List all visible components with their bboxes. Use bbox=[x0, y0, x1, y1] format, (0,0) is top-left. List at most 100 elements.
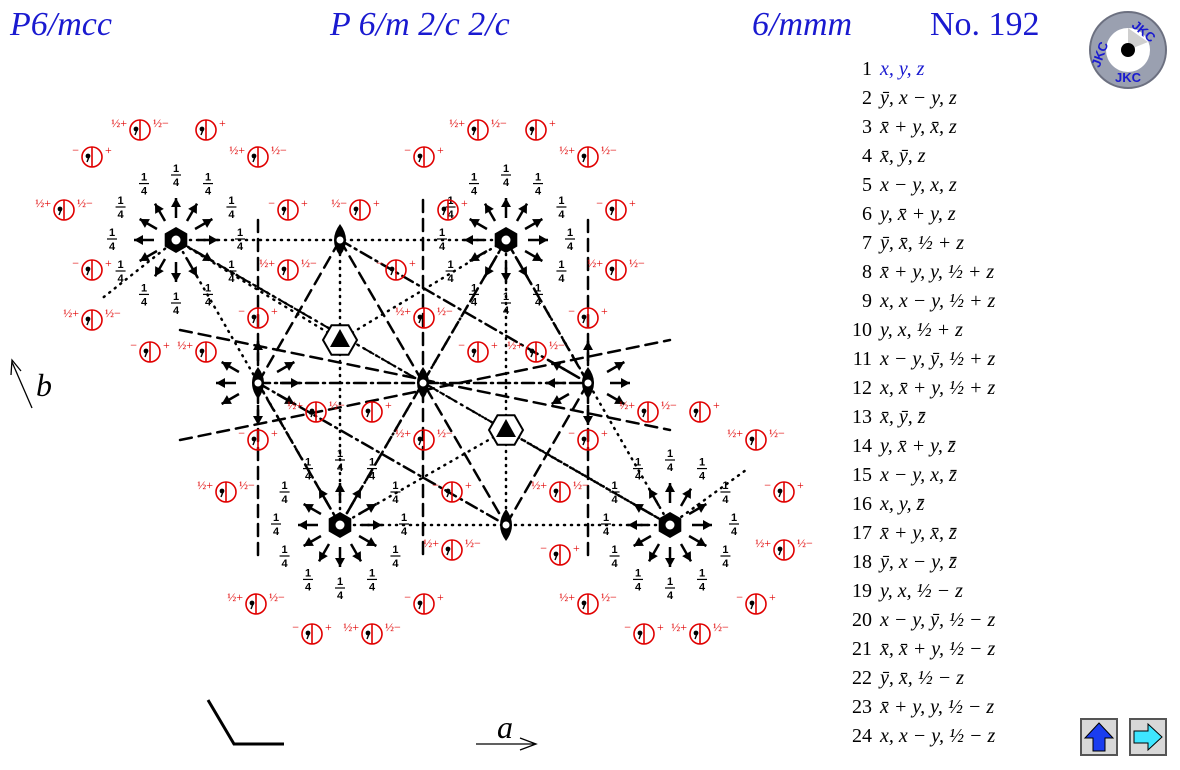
quarter-denominator: 4 bbox=[109, 241, 116, 253]
position-height-label: ½− bbox=[77, 196, 93, 210]
position-height-label: ½+ bbox=[287, 398, 303, 412]
twofold-arrow-head bbox=[649, 488, 658, 499]
operation-text: x, x − y, ½ − z bbox=[880, 725, 996, 747]
general-position-marker: − + bbox=[624, 620, 664, 645]
position-height-label: ½+ bbox=[395, 304, 411, 318]
position-height-label: ½+ bbox=[343, 620, 359, 634]
position-height-label: − bbox=[292, 620, 299, 634]
quarter-numerator: 1 bbox=[722, 544, 728, 556]
quarter-denominator: 4 bbox=[503, 177, 510, 189]
quarter-numerator: 1 bbox=[603, 512, 609, 524]
quarter-height-label: 14 bbox=[469, 282, 479, 308]
twofold-arrow-head bbox=[546, 378, 555, 388]
twofold-arrow-head bbox=[551, 395, 562, 404]
enantiomorph-tail bbox=[582, 317, 586, 324]
nav-next-button[interactable] bbox=[1129, 718, 1167, 756]
general-position-marker: ½+ ½− bbox=[587, 256, 645, 281]
enantiomorph-tail bbox=[200, 351, 204, 358]
quarter-numerator: 1 bbox=[228, 195, 234, 207]
quarter-height-label: 14 bbox=[115, 259, 126, 285]
enantiomorph-tail bbox=[442, 209, 446, 216]
position-height-label: ½+ bbox=[671, 620, 687, 634]
axis-b-label: b bbox=[36, 367, 52, 403]
quarter-height-label: 14 bbox=[139, 282, 149, 308]
twofold-arrow-head bbox=[216, 378, 225, 388]
twofold-arrow-head bbox=[291, 378, 300, 388]
quarter-denominator: 4 bbox=[635, 471, 642, 483]
quarter-height-label: 14 bbox=[235, 227, 245, 253]
twofold-arrow-head bbox=[202, 252, 213, 261]
operation-text: x, x − y, ½ + z bbox=[880, 290, 996, 312]
quarter-height-label: 14 bbox=[665, 576, 675, 602]
quarter-numerator: 1 bbox=[205, 172, 211, 184]
position-height-label: ½+ bbox=[587, 256, 603, 270]
enantiomorph-tail bbox=[554, 491, 558, 498]
quarter-height-label: 14 bbox=[556, 259, 567, 285]
general-position-marker: ½+ ½− bbox=[229, 143, 287, 168]
twofold-arrow-head bbox=[139, 219, 150, 228]
axis-a-label: a bbox=[497, 709, 513, 745]
quarter-numerator: 1 bbox=[305, 457, 311, 469]
quarter-numerator: 1 bbox=[282, 544, 288, 556]
enantiomorph-tail bbox=[220, 491, 224, 498]
quarter-denominator: 4 bbox=[731, 526, 738, 538]
quarter-height-label: 14 bbox=[203, 172, 213, 198]
operation-text: x̄, x̄ + y, ½ − z bbox=[880, 638, 996, 660]
quarter-denominator: 4 bbox=[282, 494, 289, 506]
axis-line bbox=[175, 239, 671, 526]
operation-row: 11 x − y, ȳ, ½ + z bbox=[840, 348, 996, 376]
operation-number: 7 bbox=[862, 232, 872, 254]
operation-row: 1 x, y, z bbox=[840, 58, 924, 86]
quarter-height-label: 14 bbox=[609, 544, 620, 570]
operation-number: 9 bbox=[862, 290, 872, 312]
enantiomorph-tail bbox=[610, 269, 614, 276]
quarter-numerator: 1 bbox=[667, 448, 673, 460]
quarter-height-label: 14 bbox=[729, 512, 739, 538]
quarter-height-label: 14 bbox=[533, 282, 543, 308]
quarter-numerator: 1 bbox=[558, 259, 564, 271]
quarter-height-label: 14 bbox=[335, 576, 345, 602]
twofold-arrow-head bbox=[682, 551, 691, 562]
enantiomorph-tail bbox=[310, 411, 314, 418]
quarter-denominator: 4 bbox=[228, 273, 235, 285]
position-height-label: ½+ bbox=[111, 116, 127, 130]
enantiomorph-tail bbox=[252, 439, 256, 446]
twofold-arrow-head bbox=[134, 235, 143, 245]
general-position-marker: ½+ ½− bbox=[449, 116, 507, 141]
operation-row: 18 ȳ, x − y, z̄ bbox=[840, 551, 957, 579]
enantiomorph-tail bbox=[750, 439, 754, 446]
operation-number: 1 bbox=[862, 58, 872, 80]
enantiomorph-tail bbox=[582, 439, 586, 446]
operation-text: y, x̄ + y, z̄ bbox=[880, 435, 956, 457]
twofold-arrow-head bbox=[633, 537, 644, 546]
operation-row: 15 x − y, x, z̄ bbox=[840, 464, 957, 492]
position-height-label: ½− bbox=[239, 478, 255, 492]
mirror-line bbox=[504, 238, 672, 527]
general-position-marker: ½+ ½− bbox=[227, 590, 285, 615]
quarter-numerator: 1 bbox=[503, 163, 509, 175]
mirror-line bbox=[98, 238, 178, 302]
enantiomorph-tail bbox=[418, 439, 422, 446]
operation-text: x − y, x, z bbox=[880, 174, 957, 196]
twofold-arrow-head bbox=[209, 235, 218, 245]
position-height-label: + bbox=[573, 541, 580, 555]
position-height-label: ½− bbox=[797, 536, 813, 550]
twofold-arrow-head bbox=[469, 219, 480, 228]
position-height-label: ½− bbox=[385, 620, 401, 634]
quarter-denominator: 4 bbox=[369, 581, 376, 593]
operation-row: 22 ȳ, x̄, ½ − z bbox=[840, 667, 964, 695]
twofold-arrow-head bbox=[649, 551, 658, 562]
general-position-marker: + bbox=[525, 116, 556, 141]
nav-up-button[interactable] bbox=[1080, 718, 1118, 756]
jkc-logo-icon[interactable]: JKC JKC JKC bbox=[1088, 10, 1168, 90]
full-symbol: P 6/m 2/c 2/c bbox=[330, 6, 510, 43]
quarter-height-label: 14 bbox=[697, 457, 707, 483]
quarter-height-label: 14 bbox=[139, 172, 149, 198]
mirror-line bbox=[668, 468, 748, 527]
position-height-label: − bbox=[404, 143, 411, 157]
quarter-height-label: 14 bbox=[469, 172, 479, 198]
general-position-marker: ½+ ½− bbox=[395, 304, 453, 329]
b-arrow-head bbox=[10, 358, 22, 376]
